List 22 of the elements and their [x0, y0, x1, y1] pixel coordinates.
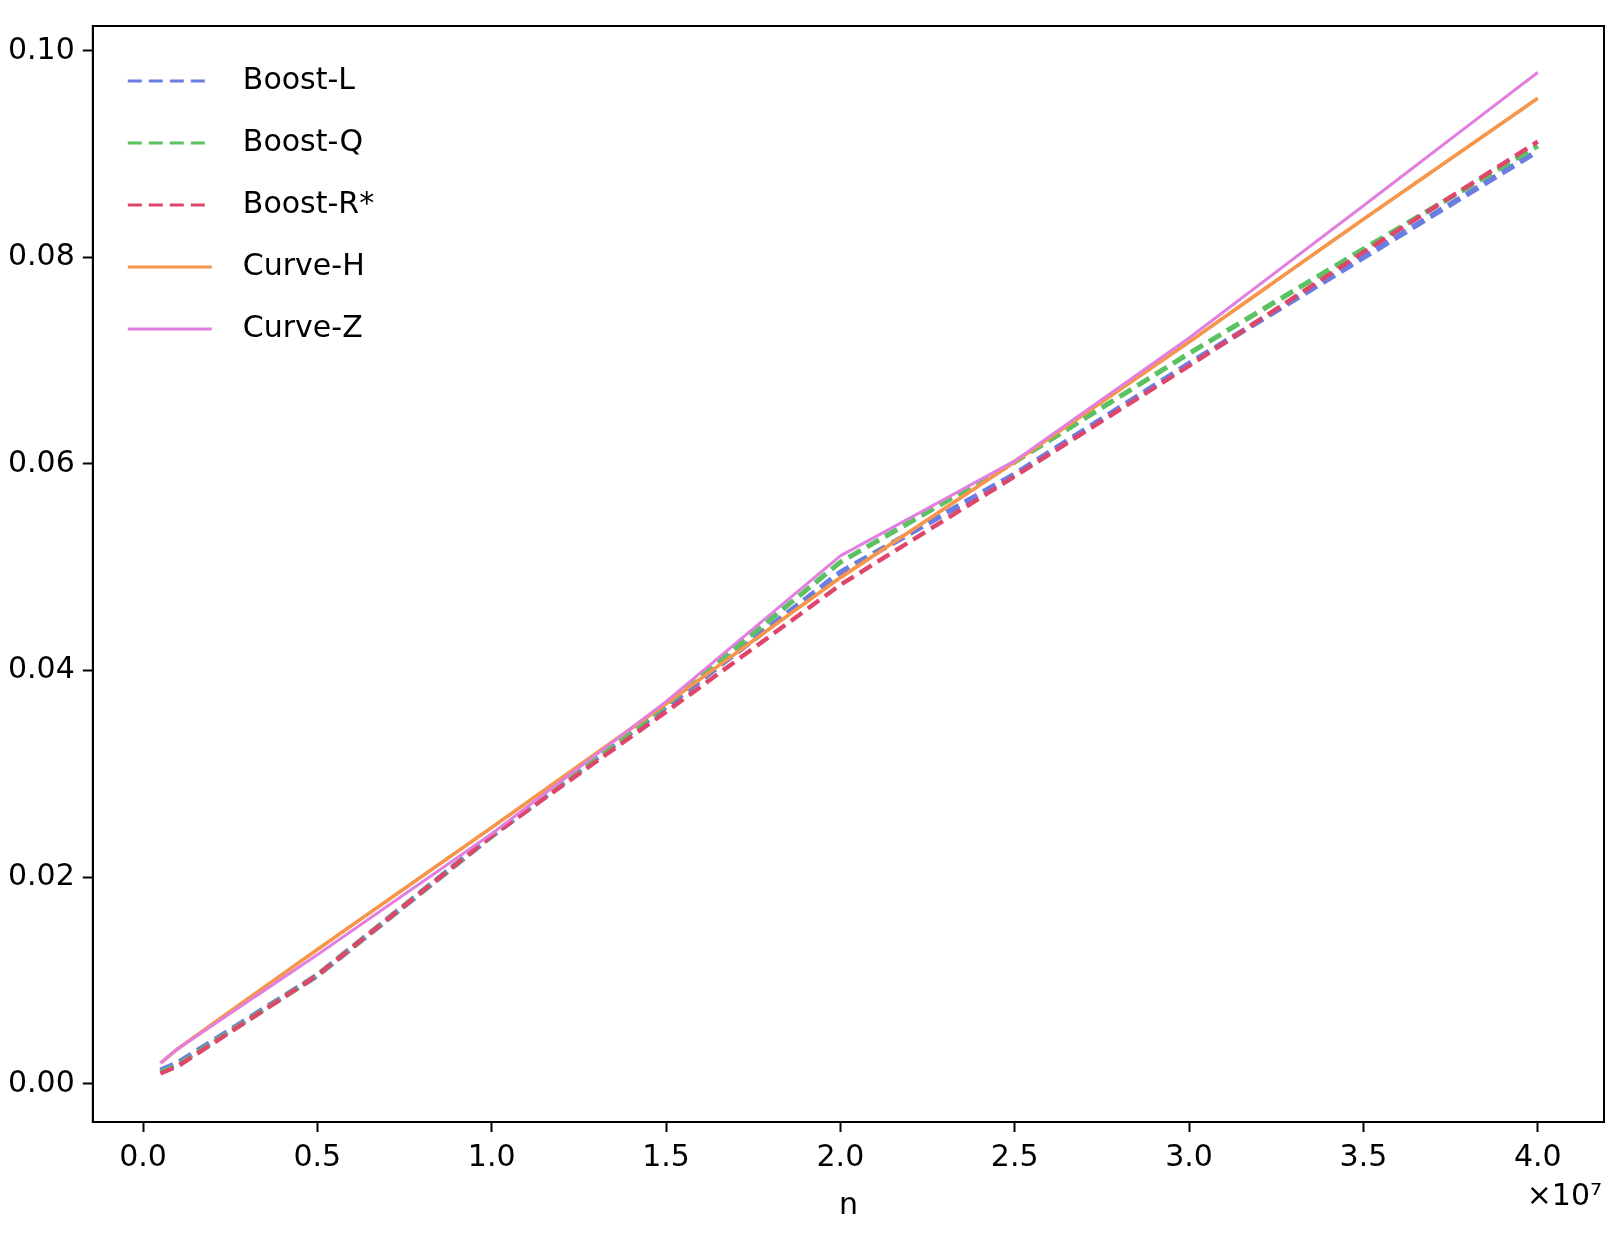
legend-label: Curve-Z [242, 308, 363, 344]
legend-label: Boost-R* [242, 184, 375, 220]
x-tick-label: 2.5 [990, 1137, 1039, 1173]
legend-label: Curve-H [242, 246, 365, 282]
x-tick-label: 0.5 [293, 1137, 342, 1173]
x-tick-label: 3.0 [1165, 1137, 1213, 1173]
y-tick-label: 0.08 [8, 237, 75, 273]
x-tick-label: 2.0 [816, 1137, 865, 1173]
x-axis-title: n [838, 1185, 858, 1221]
y-tick-label: 0.06 [8, 443, 75, 479]
x-tick-label: 0.0 [119, 1137, 167, 1173]
x-tick-label: 4.0 [1513, 1137, 1562, 1173]
y-tick-label: 0.10 [8, 30, 75, 66]
y-tick-label: 0.00 [8, 1063, 75, 1099]
x-tick-label: 3.5 [1339, 1137, 1388, 1173]
legend-label: Boost-L [242, 60, 356, 96]
text: ×10⁷ [1526, 1176, 1602, 1212]
x-tick-label: 1.5 [642, 1137, 690, 1173]
y-tick-label: 0.02 [8, 856, 75, 892]
y-tick-label: 0.04 [8, 650, 75, 686]
x-tick-label: 1.0 [467, 1137, 516, 1173]
legend-label: Boost-Q [242, 122, 364, 158]
